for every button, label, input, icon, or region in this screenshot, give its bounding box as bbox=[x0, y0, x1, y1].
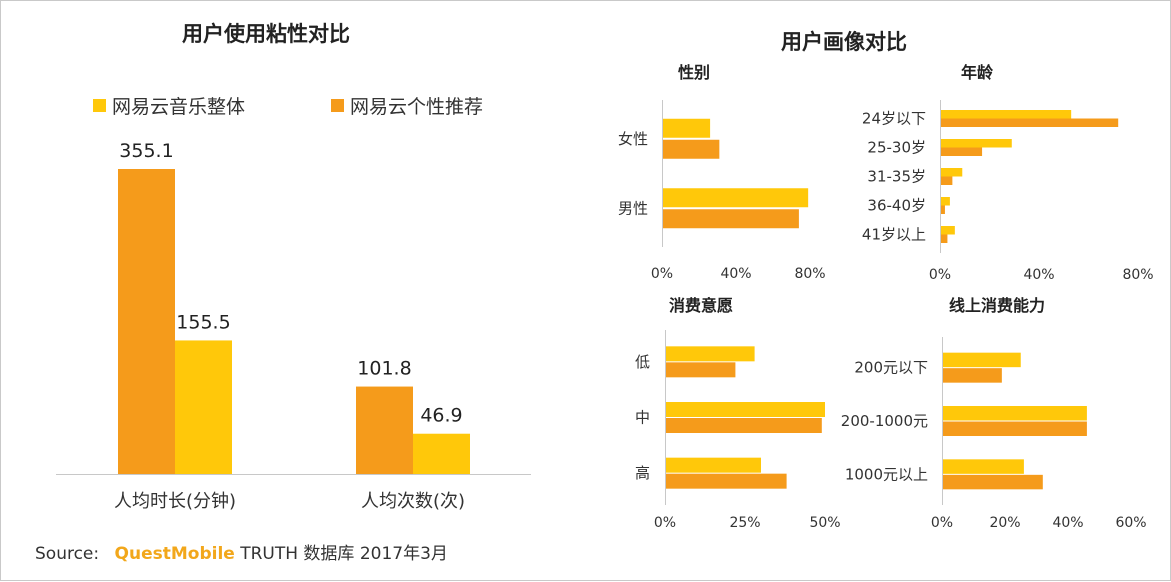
willingness-bar-overall-1 bbox=[665, 346, 755, 362]
ability-category-1: 200元以下 bbox=[854, 359, 928, 377]
ability-title: 线上消费能力 bbox=[949, 296, 1045, 315]
age-bar-overall-5 bbox=[940, 226, 955, 235]
source-rest: TRUTH 数据库 2017年3月 bbox=[240, 544, 448, 564]
age-bar-overall-3 bbox=[940, 168, 963, 177]
willingness-bar-personalized-3 bbox=[665, 473, 787, 489]
ability-tick-2: 20% bbox=[989, 515, 1020, 531]
source-line: Source: QuestMobile TRUTH 数据库 2017年3月 bbox=[35, 539, 448, 564]
data-label-1-1: 155.5 bbox=[176, 311, 230, 333]
data-label-1-2: 355.1 bbox=[119, 140, 173, 162]
bar-2-2 bbox=[356, 386, 413, 474]
age-bar-personalized-5 bbox=[940, 234, 948, 243]
gender-bar-overall-2 bbox=[662, 188, 809, 208]
ability-bar-overall-2 bbox=[942, 406, 1087, 421]
age-tick-3: 80% bbox=[1122, 267, 1153, 283]
age-category-3: 31-35岁 bbox=[867, 168, 926, 186]
legend-label-2: 网易云个性推荐 bbox=[350, 96, 483, 118]
bar-1-1 bbox=[175, 340, 232, 474]
stickiness-title: 用户使用粘性对比 bbox=[182, 22, 350, 46]
willingness-category-1: 低 bbox=[635, 353, 650, 371]
ability-tick-1: 0% bbox=[931, 515, 953, 531]
willingness-bar-overall-2 bbox=[665, 402, 825, 417]
age-category-4: 36-40岁 bbox=[867, 197, 926, 215]
willingness-bar-overall-3 bbox=[665, 457, 761, 473]
ability-tick-4: 60% bbox=[1115, 515, 1146, 531]
age-category-2: 25-30岁 bbox=[867, 139, 926, 157]
data-label-2-1: 46.9 bbox=[420, 405, 462, 427]
gender-bar-overall-1 bbox=[662, 118, 711, 138]
source-brand: QuestMobile bbox=[114, 544, 235, 564]
willingness-tick-3: 50% bbox=[809, 515, 840, 531]
data-label-2-2: 101.8 bbox=[357, 358, 411, 380]
bar-2-1 bbox=[413, 433, 470, 474]
willingness-tick-1: 0% bbox=[654, 515, 676, 531]
ability-bar-overall-3 bbox=[942, 459, 1024, 474]
portrait-title: 用户画像对比 bbox=[781, 30, 907, 54]
bar-1-2 bbox=[118, 169, 175, 474]
x-category-2: 人均次数(次) bbox=[361, 491, 465, 512]
age-bar-overall-2 bbox=[940, 139, 1012, 148]
gender-title: 性别 bbox=[678, 63, 710, 82]
gender-tick-2: 40% bbox=[720, 266, 751, 282]
age-category-1: 24岁以下 bbox=[862, 110, 926, 128]
age-bar-personalized-1 bbox=[940, 118, 1119, 127]
age-bar-overall-1 bbox=[940, 110, 1072, 119]
ability-category-2: 200-1000元 bbox=[841, 412, 928, 430]
legend-label-1: 网易云音乐整体 bbox=[112, 96, 245, 118]
gender-tick-1: 0% bbox=[651, 266, 673, 282]
ability-bar-personalized-1 bbox=[942, 368, 1002, 383]
ability-bar-personalized-3 bbox=[942, 474, 1043, 490]
willingness-category-2: 中 bbox=[635, 409, 650, 427]
gender-bar-personalized-2 bbox=[662, 209, 799, 229]
willingness-category-3: 高 bbox=[635, 464, 650, 482]
age-tick-1: 0% bbox=[929, 267, 951, 283]
age-bar-personalized-2 bbox=[940, 147, 983, 156]
ability-bar-overall-1 bbox=[942, 352, 1021, 368]
age-bar-overall-4 bbox=[940, 197, 950, 206]
x-category-1: 人均时长(分钟) bbox=[114, 491, 236, 512]
age-bar-personalized-4 bbox=[940, 205, 945, 214]
gender-category-1: 女性 bbox=[618, 130, 648, 148]
legend-swatch-1 bbox=[93, 99, 106, 112]
age-category-5: 41岁以上 bbox=[862, 226, 926, 244]
ability-category-3: 1000元以上 bbox=[845, 465, 928, 483]
willingness-bar-personalized-1 bbox=[665, 362, 736, 378]
gender-category-2: 男性 bbox=[618, 199, 648, 217]
gender-bar-personalized-1 bbox=[662, 139, 720, 159]
source-label: Source: bbox=[35, 544, 100, 564]
age-bar-personalized-3 bbox=[940, 176, 953, 185]
gender-tick-3: 80% bbox=[794, 266, 825, 282]
willingness-bar-personalized-2 bbox=[665, 418, 822, 433]
age-title: 年龄 bbox=[961, 63, 994, 82]
willingness-title: 消费意愿 bbox=[669, 296, 733, 315]
age-tick-2: 40% bbox=[1023, 267, 1054, 283]
legend-swatch-2 bbox=[331, 99, 344, 112]
ability-tick-3: 40% bbox=[1052, 515, 1083, 531]
willingness-tick-2: 25% bbox=[729, 515, 760, 531]
ability-bar-personalized-2 bbox=[942, 421, 1087, 436]
